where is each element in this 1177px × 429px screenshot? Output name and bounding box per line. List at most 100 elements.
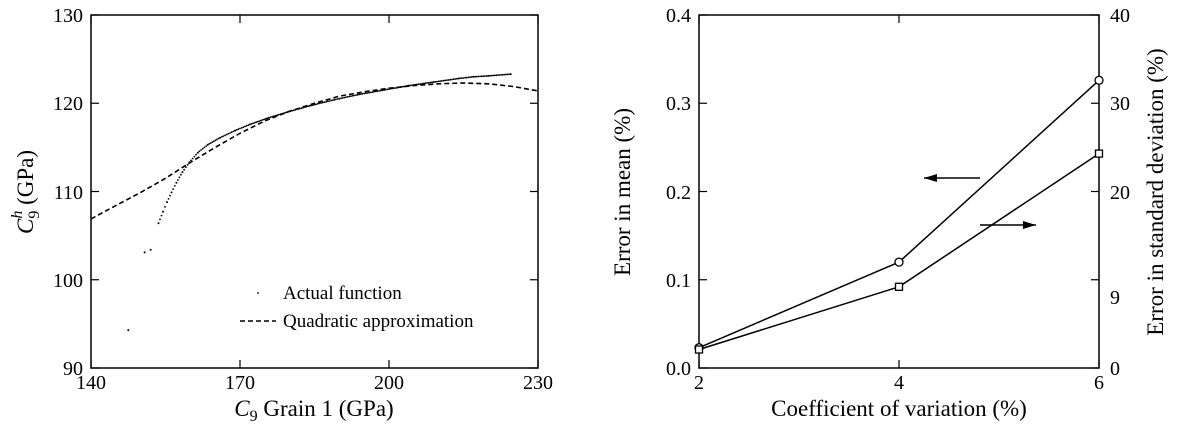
data-point-actual [294, 109, 297, 111]
data-point-actual [427, 81, 430, 84]
data-point-actual [373, 90, 375, 93]
data-point-actual [340, 97, 342, 100]
data-point-actual [348, 95, 351, 98]
data-point-actual [460, 77, 463, 79]
data-point-actual [389, 87, 392, 90]
data-point-actual [378, 90, 380, 92]
data-point-actual [160, 214, 163, 217]
data-point-actual [490, 74, 493, 77]
data-point-actual [353, 94, 356, 97]
y-axis-title-left: C9h (GPa) [9, 150, 43, 234]
data-point-actual [360, 93, 362, 95]
data-point-actual [376, 90, 379, 93]
data-point-actual [498, 74, 501, 76]
data-point-actual [407, 84, 410, 87]
data-point-actual [286, 111, 289, 114]
chart-right: 2 4 6 0.0 0.1 0.2 0.3 0.4 0 9 20 30 40 C… [610, 5, 1168, 421]
data-point-actual [419, 83, 422, 85]
data-point-actual [264, 117, 267, 120]
x-tick-label: 2 [694, 372, 704, 394]
y2-axis-title-right: Error in standard deviation (%) [1143, 48, 1168, 335]
data-point-actual [489, 74, 491, 77]
data-point-actual [421, 82, 423, 85]
ticks-left [90, 14, 539, 369]
data-point-actual [302, 106, 304, 109]
data-point-actual [213, 140, 215, 143]
data-point-actual [313, 103, 316, 106]
data-point-actual [261, 119, 264, 121]
data-point-actual [281, 112, 284, 115]
data-point-actual [434, 80, 437, 83]
x-tick-label: 200 [374, 372, 404, 394]
data-point-actual [426, 82, 428, 84]
x-tick-label: 170 [225, 372, 255, 394]
data-point-actual [500, 74, 502, 76]
series-line-quadratic-approximation [90, 82, 539, 220]
data-point-actual [404, 85, 407, 88]
data-point-actual [252, 122, 255, 125]
data-point-actual [260, 119, 262, 122]
data-point-actual [149, 248, 152, 251]
data-point-actual [441, 80, 443, 82]
data-point-actual [508, 73, 510, 76]
data-point-actual [350, 95, 352, 98]
data-point-actual [205, 145, 208, 148]
data-point-actual [492, 74, 494, 77]
y2-tick-label: 20 [1110, 182, 1130, 204]
data-point-actual [432, 81, 435, 84]
data-point-actual [398, 86, 400, 89]
legend-swatch-actual [257, 292, 259, 294]
data-point-actual [170, 191, 173, 194]
data-point-actual [307, 105, 309, 108]
data-point-actual [470, 76, 473, 78]
data-point-actual [255, 121, 258, 124]
y-tick-label: 100 [53, 270, 83, 292]
data-point-actual [244, 125, 246, 128]
data-point-actual [371, 91, 374, 93]
data-point-actual [279, 113, 282, 115]
y-tick-label: 90 [63, 358, 83, 380]
data-point-actual [459, 77, 462, 80]
data-point-actual [266, 117, 269, 120]
data-point-actual [429, 81, 432, 84]
data-point-actual [188, 161, 191, 164]
data-point-actual [305, 105, 308, 108]
data-point-actual [157, 222, 160, 225]
data-point-actual [291, 109, 293, 112]
data-point-actual [175, 181, 178, 184]
data-point-circle [894, 257, 904, 267]
y-tick-label: 0.0 [666, 358, 691, 380]
marks-right [694, 75, 1104, 354]
data-point-actual [274, 114, 277, 117]
data-point-actual [379, 89, 382, 92]
data-point-actual [198, 150, 201, 153]
y2-tick-label: 40 [1110, 5, 1130, 27]
data-point-actual [237, 128, 240, 131]
data-point-actual [195, 153, 198, 156]
data-point-actual [225, 133, 228, 136]
data-point-actual [162, 210, 164, 213]
plot-frame-right [698, 14, 1100, 369]
data-point-actual [467, 76, 470, 79]
data-point-actual [258, 120, 261, 122]
data-point-actual [271, 115, 274, 118]
data-point-actual [479, 75, 481, 78]
data-point-actual [240, 127, 243, 129]
data-point-actual [289, 110, 292, 113]
data-point-actual [245, 124, 248, 127]
data-point-actual [242, 126, 245, 129]
data-point-actual [497, 74, 499, 76]
data-point-actual [201, 147, 204, 150]
data-point-actual [338, 97, 341, 100]
y-axis-title-right: Error in mean (%) [610, 108, 635, 276]
data-point-actual [364, 92, 367, 95]
data-point-actual [308, 104, 311, 107]
data-point-actual [424, 82, 427, 85]
data-point-actual [217, 137, 220, 140]
data-point-actual [343, 96, 346, 99]
data-point-actual [477, 75, 480, 78]
data-point-actual [469, 76, 471, 79]
data-point-actual [409, 84, 412, 87]
data-point-actual [190, 159, 192, 162]
data-point-actual [388, 88, 390, 90]
